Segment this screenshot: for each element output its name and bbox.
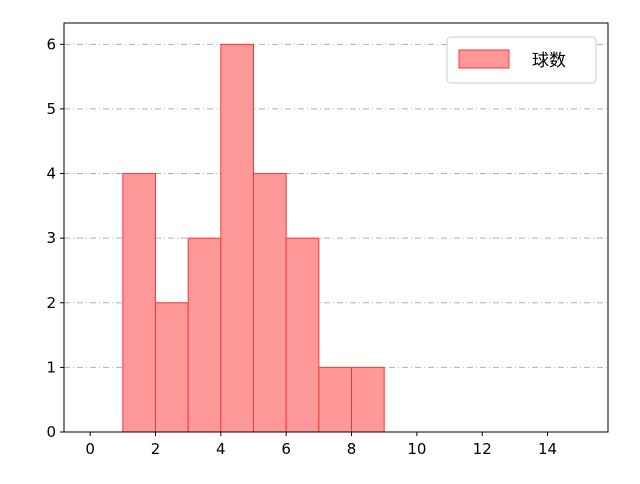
- y-tick-label: 5: [46, 100, 56, 118]
- legend-swatch: [458, 49, 510, 69]
- y-tick-label: 3: [46, 229, 56, 247]
- histogram-bar: [122, 173, 156, 433]
- x-tick-label: 0: [85, 440, 95, 458]
- histogram-bar: [253, 173, 287, 433]
- legend-label: 球数: [532, 51, 566, 71]
- legend: 球数: [446, 36, 597, 84]
- legend-box: [446, 36, 597, 84]
- y-tick-label: 6: [46, 35, 56, 53]
- plot-frame: [63, 22, 609, 433]
- x-tick-label: 12: [473, 440, 492, 458]
- x-tick-label: 8: [347, 440, 357, 458]
- histogram-bar: [154, 302, 189, 433]
- x-tick-label: 6: [281, 440, 291, 458]
- y-tick-label: 1: [46, 358, 56, 376]
- histogram-bar: [285, 237, 320, 433]
- x-tick-label: 2: [151, 440, 161, 458]
- y-tick-label: 4: [46, 165, 56, 183]
- x-tick-label: 10: [407, 440, 426, 458]
- histogram-bar: [187, 237, 222, 433]
- y-tick-label: 0: [46, 423, 56, 441]
- histogram-bar: [318, 366, 353, 433]
- x-tick-label: 14: [538, 440, 557, 458]
- histogram-bar: [220, 43, 255, 433]
- y-tick-label: 2: [46, 294, 56, 312]
- x-tick-label: 4: [216, 440, 226, 458]
- histogram-bar: [351, 366, 385, 433]
